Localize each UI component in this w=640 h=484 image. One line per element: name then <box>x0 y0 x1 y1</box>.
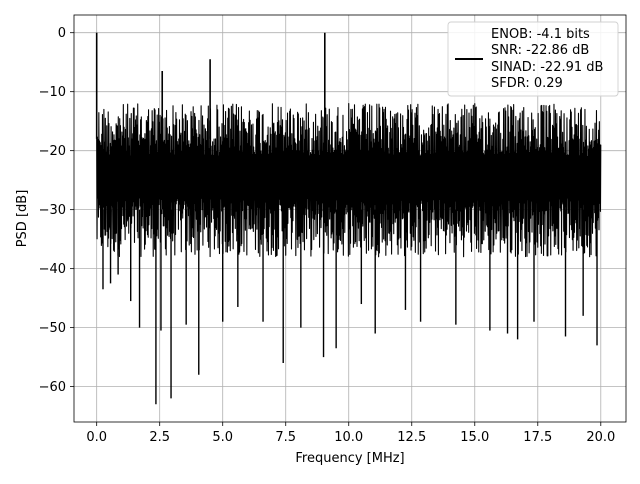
legend-box <box>447 21 619 97</box>
axis-ticks: 0.0 2.5 5.0 7.5 10.0 12.5 15.0 17.5 20.0 0 −10 −20 −… <box>39 26 616 445</box>
y-tick-label: −20 <box>39 144 66 159</box>
y-tick-label: −40 <box>39 262 66 277</box>
x-tick-label: 17.5 <box>523 430 552 445</box>
plot-area <box>95 32 602 405</box>
x-tick-label: 20.0 <box>586 430 615 445</box>
y-tick-label: −10 <box>39 85 66 100</box>
psd-trace <box>96 103 602 258</box>
x-tick-label: 15.0 <box>460 430 489 445</box>
y-tick-label: −30 <box>39 203 66 218</box>
legend-line-sinad: SINAD: -22.91 dB <box>491 60 603 75</box>
y-tick-label: −50 <box>39 321 66 336</box>
x-axis-label: Frequency [MHz] <box>295 451 404 466</box>
y-tick-label: 0 <box>58 26 66 41</box>
axes-frame <box>73 14 627 423</box>
x-tick-label: 2.5 <box>149 430 170 445</box>
legend: ENOB: -4.1 bits SNR: -22.86 dB SINAD: -2… <box>447 21 619 97</box>
x-tick-label: 10.0 <box>334 430 363 445</box>
y-axis-label: PSD [dB] <box>15 190 30 248</box>
x-tick-label: 12.5 <box>397 430 426 445</box>
legend-line-enob: ENOB: -4.1 bits <box>491 27 590 42</box>
x-tick-label: 7.5 <box>275 430 296 445</box>
legend-line-snr: SNR: -22.86 dB <box>491 43 589 58</box>
legend-line-sfdr: SFDR: 0.29 <box>491 76 563 91</box>
x-tick-label: 5.0 <box>212 430 233 445</box>
x-tick-label: 0.0 <box>86 430 107 445</box>
y-tick-label: −60 <box>39 380 66 395</box>
